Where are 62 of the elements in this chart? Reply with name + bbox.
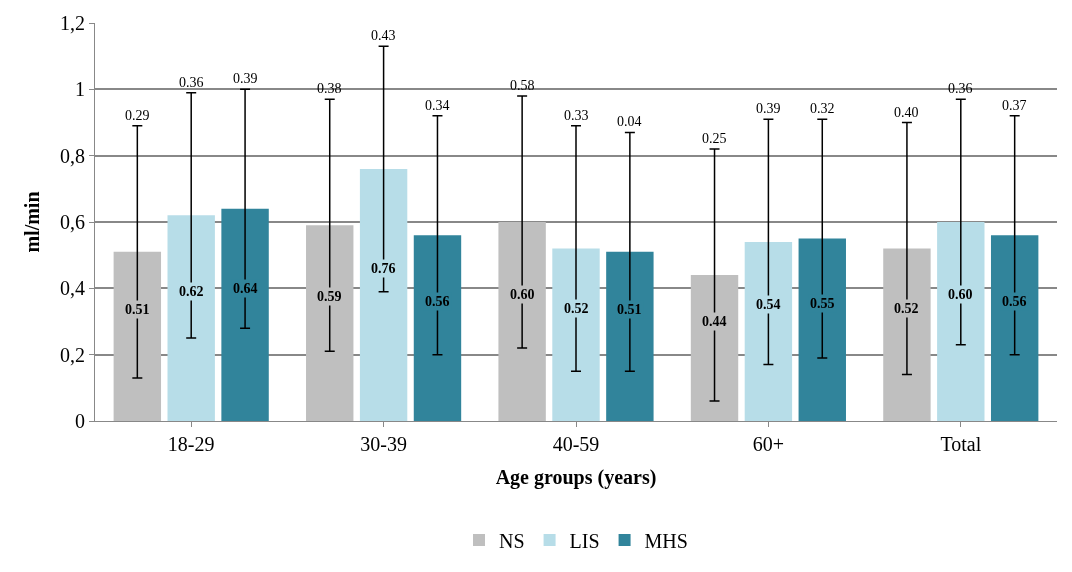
- annotation: 0.37: [1002, 98, 1027, 113]
- bar: [306, 225, 354, 421]
- data-label: 0.56: [1002, 294, 1027, 309]
- bar: [937, 222, 985, 421]
- y-tick-label: 0,2: [60, 343, 85, 366]
- annotation: 0.39: [233, 71, 258, 86]
- bar: [990, 235, 1039, 421]
- annotation: 0.36: [179, 75, 204, 90]
- data-label: 0.51: [617, 302, 642, 317]
- annotation: 0.33: [564, 108, 589, 123]
- bar: [498, 222, 546, 421]
- annotation: 0.39: [756, 101, 781, 116]
- annotation: 0.38: [317, 81, 342, 96]
- bar: [606, 251, 654, 421]
- bar: [744, 241, 793, 421]
- annotation: 0.29: [125, 108, 150, 123]
- data-label: 0.56: [425, 294, 450, 309]
- y-tick-label: 0,8: [60, 144, 85, 167]
- bar: [690, 275, 739, 421]
- x-tick-label: 18-29: [167, 433, 215, 455]
- annotation: 0.34: [425, 98, 450, 113]
- annotation: 0.58: [510, 78, 535, 93]
- y-axis-title: ml/min: [20, 191, 43, 253]
- data-label: 0.54: [756, 297, 781, 312]
- annotation: 0.36: [948, 81, 973, 96]
- legend-label: LIS: [569, 529, 600, 552]
- data-label: 0.62: [179, 284, 204, 299]
- y-tick-label: 0,6: [60, 211, 85, 233]
- bar: [167, 215, 215, 421]
- annotation: 0.04: [617, 114, 642, 129]
- bar: [113, 251, 162, 421]
- data-label: 0.60: [510, 287, 535, 302]
- x-tick-label: Total: [940, 433, 982, 455]
- x-tick-label: 30-39: [360, 433, 407, 455]
- data-label: 0.51: [125, 302, 150, 317]
- annotation: 0.32: [810, 101, 835, 116]
- data-label: 0.76: [371, 261, 396, 276]
- annotation: 0.25: [702, 131, 727, 146]
- bar: [552, 248, 600, 421]
- y-tick-label: 0,4: [60, 277, 85, 300]
- x-tick-label: 40-59: [552, 433, 600, 455]
- annotation: 0.40: [894, 105, 919, 120]
- data-label: 0.59: [317, 289, 342, 304]
- bar: [798, 238, 846, 421]
- data-label: 0.60: [948, 287, 973, 302]
- data-label: 0.44: [702, 314, 727, 329]
- bar: [413, 235, 462, 421]
- y-tick-label: 1,2: [60, 12, 85, 34]
- bar: [221, 208, 269, 421]
- x-axis-title: Age groups (years): [495, 465, 657, 489]
- bar: [883, 248, 931, 421]
- legend-label: NS: [499, 529, 525, 552]
- x-tick-label: 60+: [752, 433, 785, 455]
- y-tick-label: 1: [75, 78, 85, 101]
- data-label: 0.55: [810, 296, 835, 311]
- data-label: 0.52: [894, 301, 919, 316]
- data-label: 0.52: [564, 301, 589, 316]
- annotation: 0.43: [371, 28, 396, 43]
- legend-label: MHS: [644, 529, 688, 552]
- y-tick-label: 0: [75, 410, 85, 432]
- data-label: 0.64: [233, 281, 258, 296]
- bar: [359, 168, 408, 421]
